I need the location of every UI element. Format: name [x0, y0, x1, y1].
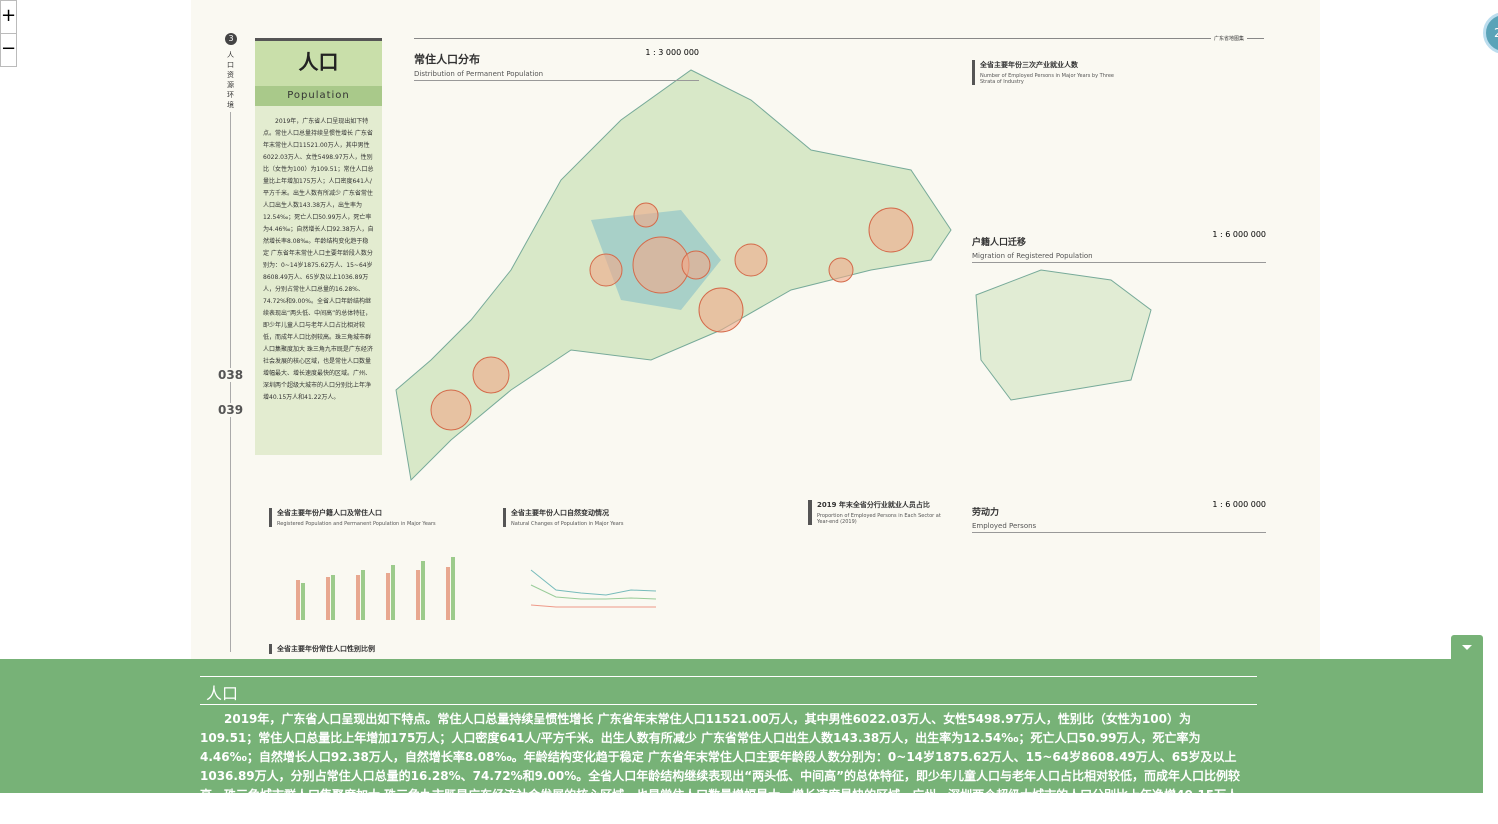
- sidebar-subtitle: Population: [255, 86, 382, 106]
- maps: [395, 69, 1152, 482]
- arrow-icon: [1462, 645, 1472, 650]
- rule: [230, 112, 231, 652]
- section-scale: 1 : 6 000 000: [1212, 500, 1266, 509]
- section-header: 全省主要年份户籍人口及常住人口 Registered Population an…: [269, 508, 467, 527]
- section-subtitle: Number of Employed Persons in Major Year…: [980, 73, 1114, 85]
- section-title: 户籍人口迁移: [972, 238, 1027, 248]
- rule: [414, 38, 1264, 39]
- section-title: 常住人口分布: [414, 53, 480, 66]
- section-title: 全省主要年份户籍人口及常住人口: [277, 509, 382, 517]
- line-chart-figure: [530, 569, 657, 608]
- atlas-name: 广东省地图集: [1211, 35, 1248, 42]
- section-subtitle: Natural Changes of Population in Major Y…: [511, 521, 624, 527]
- section-header: 全省主要年份三次产业就业人数 Number of Employed Person…: [972, 60, 1120, 85]
- section-header: 全省主要年份人口自然变动情况 Natural Changes of Popula…: [503, 508, 671, 527]
- sidebar-text: 2019年，广东省人口呈现出如下特点。常住人口总量持续呈惯性增长 广东省年末常住…: [263, 118, 374, 401]
- atlas-page: 3 人口资源环境 038 039 广东省地图集 人口 Population 20…: [191, 0, 1320, 660]
- map-circles: [430, 202, 914, 431]
- page-number: 038: [218, 368, 244, 382]
- section-title: 全省主要年份常住人口性别比例: [277, 645, 375, 653]
- chapter-number: 3: [225, 33, 237, 45]
- section-subtitle: Proportion of Employed Persons in Each S…: [817, 513, 941, 525]
- sidebar-title: 人口: [255, 38, 382, 86]
- line: [530, 604, 656, 608]
- section-subtitle: Employed Persons: [972, 522, 1037, 530]
- section-scale: 1 : 3 000 000: [645, 48, 699, 57]
- section-subtitle: Distribution of Permanent Population: [414, 70, 544, 78]
- zoom-out[interactable]: −: [0, 33, 17, 67]
- rule: [200, 676, 1257, 677]
- section-header: 户籍人口迁移 1 : 6 000 000 Migration of Regist…: [972, 230, 1266, 263]
- section-title: 全省主要年份三次产业就业人数: [980, 61, 1078, 69]
- line: [530, 584, 657, 600]
- section-subtitle: Registered Population and Permanent Popu…: [277, 521, 436, 527]
- map-shape: [975, 269, 1152, 401]
- line: [530, 569, 657, 596]
- sidebar: 人口 Population 2019年，广东省人口呈现出如下特点。常住人口总量持…: [255, 38, 382, 455]
- zoom-in[interactable]: +: [0, 0, 17, 34]
- section-header: 劳动力 1 : 6 000 000 Employed Persons: [972, 500, 1266, 533]
- section-title: 2019 年末全省分行业就业人员占比: [817, 501, 930, 509]
- page-number: 039: [218, 403, 244, 417]
- text-panel: 人口 2019年，广东省人口呈现出如下特点。常住人口总量持续呈惯性增长 广东省年…: [0, 659, 1483, 821]
- section-header: 常住人口分布 1 : 3 000 000 Distribution of Per…: [414, 48, 699, 81]
- section-title: 劳动力: [972, 508, 1000, 518]
- bar-chart-figure: [296, 557, 455, 620]
- section-header: 2019 年末全省分行业就业人员占比 Proportion of Employe…: [808, 500, 947, 525]
- panel-text: 2019年，广东省人口呈现出如下特点。常住人口总量持续呈惯性增长 广东省年末常住…: [200, 712, 1241, 821]
- section-header: 全省主要年份常住人口性别比例: [269, 644, 467, 654]
- collapse-button[interactable]: [1451, 635, 1483, 660]
- panel-title: 人口: [206, 684, 239, 703]
- page-badge[interactable]: 2: [1483, 12, 1498, 54]
- chapter-label: 人口资源环境: [227, 51, 234, 109]
- rule: [200, 704, 1257, 705]
- viewer: + − 2 3 人口资源环境 038 039 广东省地图集 人口 Populat…: [0, 0, 1498, 793]
- section-title: 全省主要年份人口自然变动情况: [511, 509, 609, 517]
- section-subtitle: Migration of Registered Population: [972, 252, 1093, 260]
- section-scale: 1 : 6 000 000: [1212, 230, 1266, 239]
